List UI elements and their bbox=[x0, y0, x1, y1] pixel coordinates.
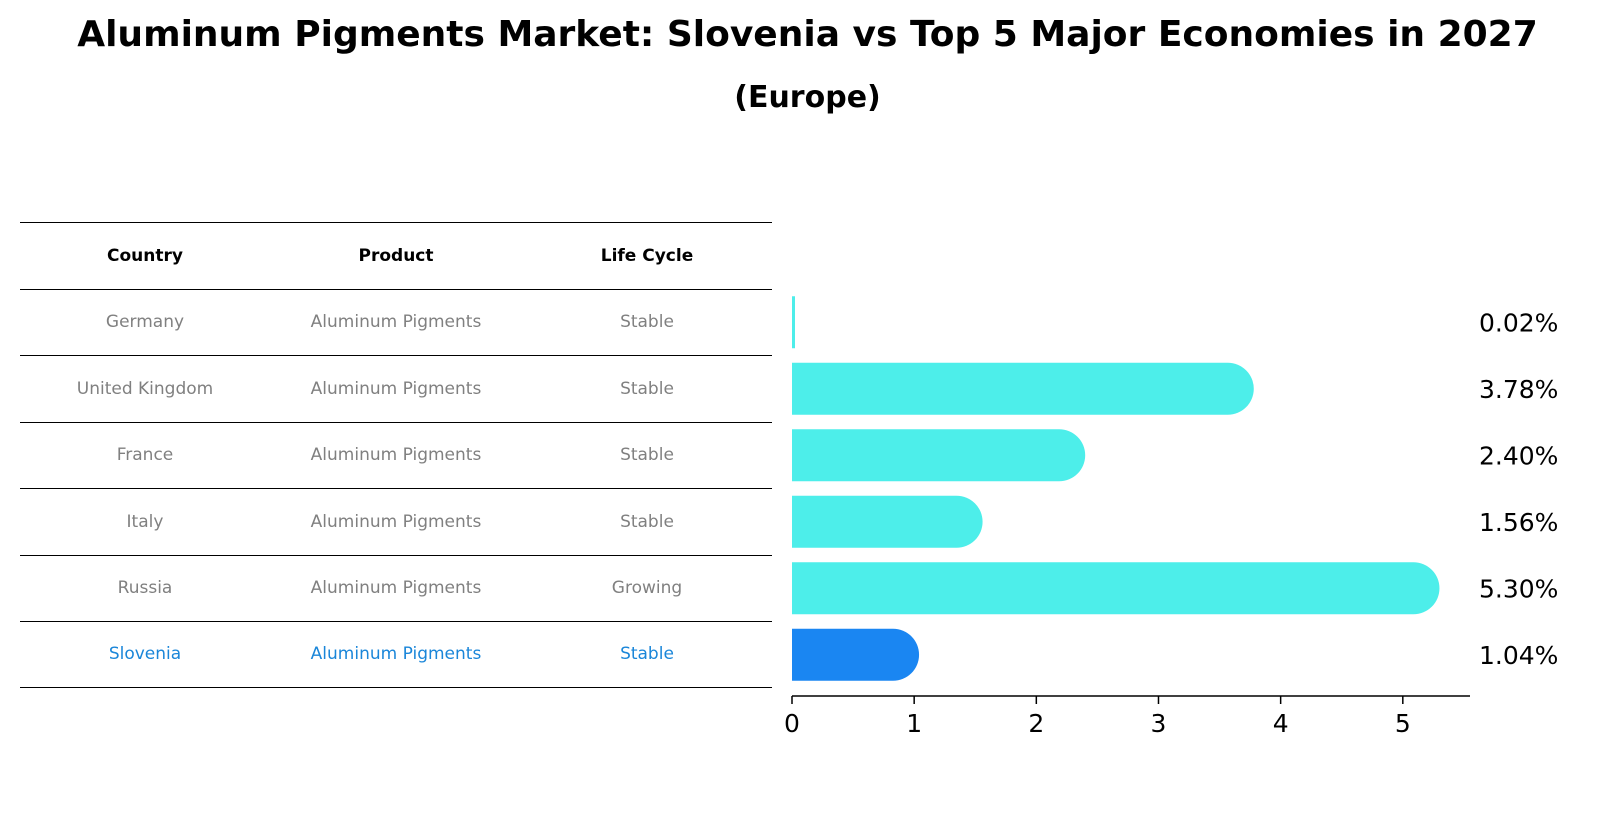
x-tick-label: 1 bbox=[906, 709, 922, 738]
bar-germany bbox=[792, 296, 795, 349]
x-tick-label: 5 bbox=[1395, 709, 1411, 738]
cell-country: France bbox=[116, 445, 174, 466]
cell-country: Russia bbox=[117, 578, 173, 599]
header-country: Country bbox=[107, 245, 183, 266]
table-row-highlight: Slovenia Aluminum Pigments Stable bbox=[20, 621, 772, 688]
bar-france bbox=[792, 429, 1086, 482]
chart-title: Aluminum Pigments Market: Slovenia vs To… bbox=[77, 14, 1538, 55]
cell-life-cycle: Stable bbox=[620, 644, 674, 665]
value-label: 5.30% bbox=[1479, 574, 1558, 603]
cell-country: Slovenia bbox=[108, 644, 182, 665]
cell-product: Aluminum Pigments bbox=[310, 378, 482, 399]
cell-country: United Kingdom bbox=[76, 378, 214, 399]
value-label: 1.04% bbox=[1479, 641, 1558, 670]
x-tick-label: 4 bbox=[1273, 709, 1289, 738]
cell-life-cycle: Growing bbox=[611, 578, 683, 599]
cell-life-cycle: Stable bbox=[620, 378, 674, 399]
cell-product: Aluminum Pigments bbox=[310, 511, 482, 532]
cell-product: Aluminum Pigments bbox=[310, 312, 482, 333]
bar-slovenia bbox=[792, 628, 920, 681]
value-label: 2.40% bbox=[1479, 441, 1558, 470]
table-row: France Aluminum Pigments Stable bbox=[20, 421, 772, 489]
chart-subtitle: (Europe) bbox=[734, 80, 881, 115]
header-product: Product bbox=[358, 245, 434, 266]
cell-product: Aluminum Pigments bbox=[310, 644, 482, 665]
cell-life-cycle: Stable bbox=[620, 312, 674, 333]
cell-country: Italy bbox=[126, 511, 164, 532]
cell-life-cycle: Stable bbox=[620, 511, 674, 532]
x-tick-label: 0 bbox=[784, 709, 800, 738]
bar-russia bbox=[792, 562, 1440, 615]
value-label: 1.56% bbox=[1479, 508, 1558, 537]
cell-product: Aluminum Pigments bbox=[310, 578, 482, 599]
bar-italy bbox=[792, 495, 983, 548]
cell-life-cycle: Stable bbox=[620, 445, 674, 466]
table-row: United Kingdom Aluminum Pigments Stable bbox=[20, 355, 772, 422]
table-header-row: Country Product Life Cycle bbox=[20, 222, 772, 289]
header-life-cycle: Life Cycle bbox=[600, 245, 694, 266]
table-row: Italy Aluminum Pigments Stable bbox=[20, 488, 772, 555]
value-label: 0.02% bbox=[1479, 308, 1558, 337]
value-label: 3.78% bbox=[1479, 375, 1558, 404]
bar-united-kingdom bbox=[792, 362, 1254, 415]
data-table: Country Product Life Cycle Germany Alumi… bbox=[20, 222, 772, 688]
table-row: Russia Aluminum Pigments Growing bbox=[20, 554, 772, 622]
table-row: Germany Aluminum Pigments Stable bbox=[20, 288, 772, 356]
cell-country: Germany bbox=[105, 312, 185, 333]
x-tick-label: 3 bbox=[1151, 709, 1167, 738]
cell-product: Aluminum Pigments bbox=[310, 445, 482, 466]
x-tick-label: 2 bbox=[1028, 709, 1044, 738]
